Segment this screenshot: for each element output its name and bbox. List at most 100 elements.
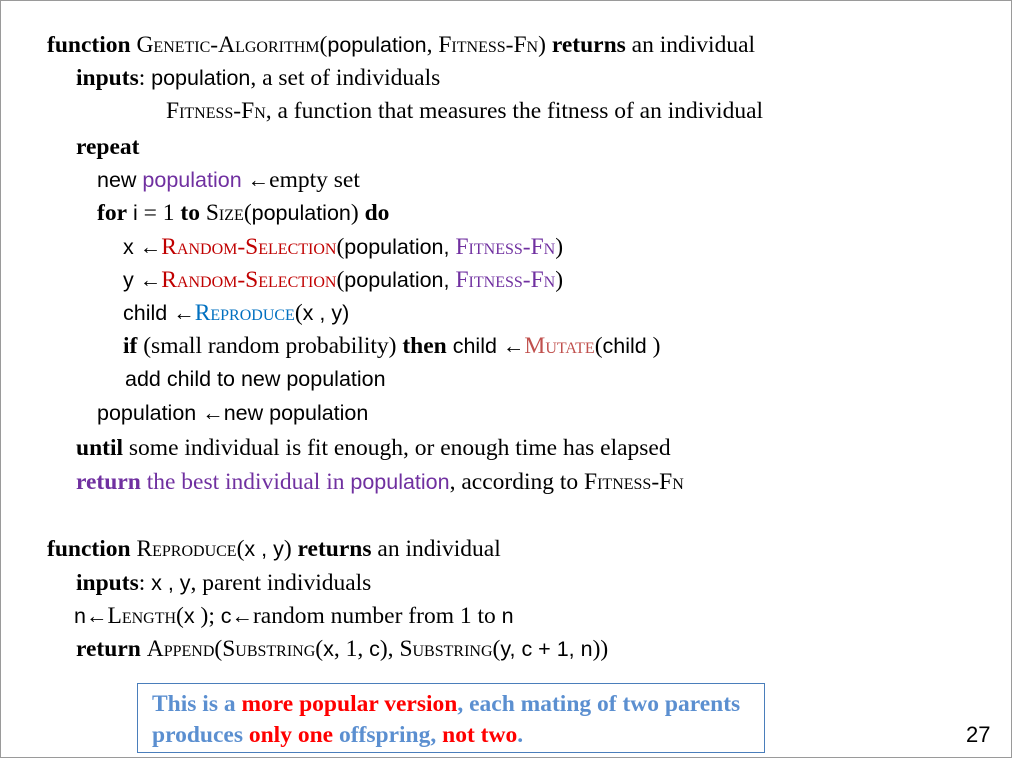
arg: x , y <box>244 537 284 561</box>
var: x , y <box>151 571 191 595</box>
function-name: Fitness-Fn <box>455 234 556 260</box>
keyword-inputs: inputs <box>76 65 139 91</box>
function-name: Reproduce <box>194 300 295 326</box>
keyword-returns: returns <box>551 32 626 58</box>
keyword-do: do <box>364 200 390 226</box>
keyword-then: then <box>402 333 447 359</box>
keyword-to: to <box>180 200 200 226</box>
text: = 1 <box>137 200 181 226</box>
var: c← <box>220 604 253 628</box>
keyword-repeat: repeat <box>76 134 140 160</box>
arg: population, <box>344 268 456 292</box>
keyword-function: function <box>47 536 131 562</box>
arg: population <box>327 33 427 57</box>
ga-line-2: inputs: population, a set of individuals <box>76 63 440 93</box>
callout-highlight: not two <box>442 722 518 748</box>
text: , parent individuals <box>190 570 372 596</box>
callout-text: offspring, <box>333 722 443 748</box>
keyword-function: function <box>47 32 131 58</box>
function-name: Append <box>146 636 215 662</box>
function-name: Genetic-Algorithm <box>136 32 320 58</box>
text: , according to <box>449 469 585 495</box>
function-name: Mutate <box>524 333 595 359</box>
paren: ) <box>283 536 298 562</box>
callout-highlight: only one <box>248 722 334 748</box>
function-name: Size <box>205 200 244 226</box>
paren: ) <box>538 32 546 58</box>
var: c <box>369 637 380 661</box>
var: population <box>350 470 450 494</box>
paren: ( <box>214 636 223 662</box>
page-number: 27 <box>966 722 991 747</box>
paren: ) <box>350 200 365 226</box>
text: , a set of individuals <box>250 65 441 91</box>
paren: ( <box>243 200 252 226</box>
text: : <box>138 570 152 596</box>
var: population <box>251 201 351 225</box>
text: population ←new population <box>97 401 369 425</box>
arg: Fitness-Fn <box>438 32 539 58</box>
ga-line-8: y ←Random-Selection(population, Fitness-… <box>123 265 563 295</box>
paren: ( <box>336 267 345 293</box>
text: add child to new population <box>125 367 386 391</box>
ga-line-11: add child to new population <box>125 364 386 394</box>
rep-line-3: n←Length(x ); c←random number from 1 to … <box>74 601 514 631</box>
ga-line-13: until some individual is fit enough, or … <box>76 433 671 463</box>
function-name: Length <box>107 603 177 629</box>
ga-line-7: x ←Random-Selection(population, Fitness-… <box>123 232 563 262</box>
var: y, c + 1, n <box>500 637 593 661</box>
paren: ) <box>555 234 564 260</box>
ga-line-3: Fitness-Fn, a function that measures the… <box>166 96 763 126</box>
var: x <box>323 637 334 661</box>
keyword-for: for <box>97 200 128 226</box>
arrow: ← <box>241 168 270 192</box>
paren: ( <box>176 603 184 629</box>
text: empty set <box>269 167 360 193</box>
ga-line-5: new population ←empty set <box>97 165 360 195</box>
function-name: Random-Selection <box>161 234 337 260</box>
var: population <box>151 66 251 90</box>
var: i <box>127 201 138 225</box>
keyword-inputs: inputs <box>76 570 139 596</box>
text: new <box>97 168 143 192</box>
rep-line-4: return Append(Substring(x, 1, c), Substr… <box>76 634 608 664</box>
keyword-return: return <box>76 636 141 662</box>
paren: ( <box>336 234 345 260</box>
callout-text: . <box>517 722 524 748</box>
text: an individual <box>371 536 501 562</box>
paren: ( <box>319 32 328 58</box>
var: child ← <box>446 334 525 358</box>
function-name: Fitness-Fn <box>584 469 684 495</box>
function-name: Fitness-Fn <box>166 98 266 124</box>
text: random number from 1 to <box>252 603 502 629</box>
function-name: Fitness-Fn <box>455 267 556 293</box>
keyword-if: if <box>123 333 138 359</box>
text: (small random probability) <box>137 333 403 359</box>
text: an individual <box>625 32 756 58</box>
var: x ← <box>123 235 162 259</box>
paren: ) <box>555 267 564 293</box>
ga-line-10: if (small random probability) then child… <box>123 331 660 361</box>
paren: )) <box>592 636 609 662</box>
sep: , <box>426 32 439 58</box>
var: x <box>183 604 195 628</box>
var: n <box>501 604 514 628</box>
var: n← <box>74 604 108 628</box>
arg: child <box>602 334 647 358</box>
function-name: Substring <box>399 636 493 662</box>
text: the best individual in <box>140 469 351 495</box>
paren: ( <box>492 636 501 662</box>
var: population <box>142 168 242 192</box>
paren: ), <box>379 636 400 662</box>
paren: ( <box>594 333 603 359</box>
function-name: Random-Selection <box>161 267 337 293</box>
callout-note: This is a more popular version, each mat… <box>137 683 765 753</box>
text: , a function that measures the fitness o… <box>265 98 764 124</box>
arg: x , y) <box>302 301 350 325</box>
rep-line-1: function Reproduce(x , y) returns an ind… <box>47 534 501 564</box>
paren: ( <box>236 536 245 562</box>
keyword-returns: returns <box>297 536 372 562</box>
function-name: Reproduce <box>136 536 237 562</box>
paren: ( <box>294 300 303 326</box>
ga-line-9: child ←Reproduce(x , y) <box>123 298 349 328</box>
